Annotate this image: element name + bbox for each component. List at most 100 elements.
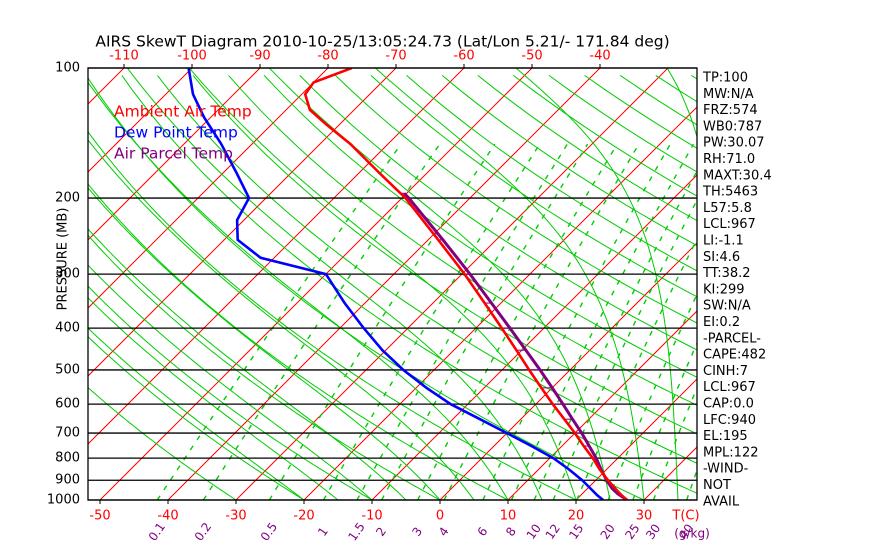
dry-adiabat-line [88,234,441,500]
dry-adiabat-line [157,75,697,464]
index-item: LI:-1.1 [703,234,744,249]
index-item: LCL:967 [703,380,756,395]
mixing-ratio-line [652,385,697,500]
dry-adiabat-line [477,75,697,222]
dry-adiabat-line [263,75,697,378]
mixing-ratio-label: 30 [643,521,663,542]
isotherm-line [848,68,870,500]
temp-tick-label-bottom: -20 [293,509,314,524]
isotherm-line [88,68,329,309]
index-item: EI:0.2 [703,315,740,330]
moist-adiabat-line [88,139,475,500]
mixing-ratio-label: 2 [373,525,389,539]
mixing-ratio-line [380,143,589,500]
dry-adiabat-line [299,75,697,351]
moist-adiabat-line [88,187,441,500]
mixing-ratio-label: 0.5 [258,520,280,544]
mixing-ratio-label: 1 [315,525,331,539]
isotherm-line [0,68,56,500]
index-item: -WIND- [703,462,749,477]
index-item: MW:N/A [703,87,754,102]
dry-adiabat-line [441,75,697,247]
mixing-ratio-line [576,237,697,500]
pressure-tick-label: 800 [55,451,80,466]
isotherm-line [303,106,697,500]
index-item: L57:5.8 [703,201,752,216]
pressure-tick-label: 500 [55,362,80,377]
temp-tick-label-bottom: 30 [636,509,653,524]
mixing-ratio-line [356,143,568,500]
isotherm-line [507,310,697,500]
index-item: MPL:122 [703,445,759,460]
mixing-ratio-line [632,341,697,500]
dry-adiabat-line [88,183,509,500]
temp-tick-label-top: -110 [109,49,139,64]
moist-adiabat-line [374,68,645,500]
dry-adiabat-line [513,75,697,197]
index-item: SW:N/A [703,299,751,314]
dry-adiabat-line [228,75,697,406]
moist-adiabat-line [88,264,373,500]
moist-adiabat-line [126,68,543,500]
temp-tick-label-top: -50 [521,49,542,64]
legend-label-1: Dew Point Temp [114,124,238,142]
temp-tick-label-bottom: -30 [225,509,246,524]
mixing-ratio-label: 0.2 [192,520,214,544]
mixing-ratio-label: 12 [543,521,563,542]
mixing-ratio-line [552,198,697,500]
dry-adiabat-line [335,75,697,324]
isotherm-line [88,68,465,445]
mixing-ratio-line [202,143,441,500]
temp-tick-label-top: -40 [589,49,610,64]
pressure-tick-label: 900 [55,473,80,488]
chart-title: AIRS SkewT Diagram 2010-10-25/13:05:24.7… [95,33,669,51]
y-axis-label: PRESSURE (MB) [56,208,71,311]
pressure-tick-label: 1000 [47,493,80,508]
mixing-ratio-units-label: (g/kg) [674,527,710,541]
dewpoint-curve [187,68,605,500]
ambient-temp-curve [303,68,628,500]
mixing-ratio-line [156,143,402,500]
pressure-tick-label: 300 [55,267,80,282]
index-item: PW:30.07 [703,136,765,151]
pressure-tick-label: 400 [55,321,80,336]
dry-adiabat-line [88,77,645,500]
moist-adiabat-line [88,327,305,500]
index-item: SI:4.6 [703,250,740,265]
mixing-ratio-label: 8 [503,525,519,539]
pressure-tick-label: 700 [55,426,80,441]
temp-tick-label-top: -90 [249,49,270,64]
index-item: WB0:787 [703,119,762,134]
index-item: AVAIL [703,494,740,509]
pressure-tick-label: 200 [55,191,80,206]
dry-adiabat-line [370,75,697,298]
legend-label-0: Ambient Air Temp [114,103,252,121]
grid-layer [0,68,870,500]
index-item: NOT [703,478,731,493]
temp-tick-label-bottom: 10 [500,509,517,524]
temp-tick-label-bottom: -40 [157,509,178,524]
mixing-ratio-label: 4 [436,525,452,539]
index-item: KI:299 [703,282,745,297]
isotherm-line [167,68,601,500]
temp-tick-label-top: -100 [177,49,207,64]
index-item: TT:38.2 [702,266,751,281]
index-item: RH:71.0 [703,152,755,167]
legend-label-2: Air Parcel Temp [114,145,233,163]
moist-adiabat-line [268,68,611,500]
index-item: EL:195 [703,429,748,444]
index-item: FRZ:574 [703,103,758,118]
profile-layer [187,68,628,500]
index-item: TP:100 [702,71,748,86]
moist-adiabat-line [88,297,339,500]
moist-adiabat-line [88,228,407,500]
isotherm-line [235,68,669,500]
isotherm-line [88,68,397,377]
index-item: TH:5463 [702,185,758,200]
temp-tick-label-bottom: 0 [436,509,444,524]
temp-tick-label-bottom: 20 [568,509,585,524]
mixing-ratio-label: 25 [622,521,642,542]
moist-adiabat-line [188,68,577,500]
index-item: LFC:940 [703,413,756,428]
